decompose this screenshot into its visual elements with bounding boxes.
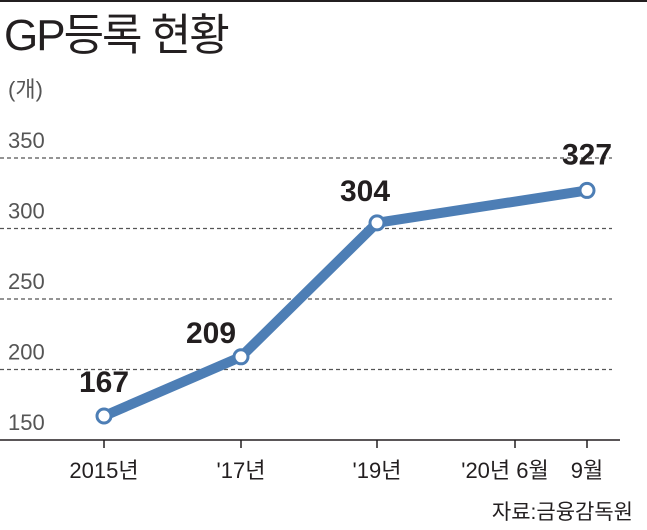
y-tick-label: 150 (8, 410, 45, 435)
data-label: 167 (79, 366, 129, 399)
data-point (232, 348, 250, 366)
y-tick-labels: 350 300 250 200 150 (8, 128, 45, 435)
top-rule (0, 0, 647, 2)
data-point (95, 407, 113, 425)
y-tick-label: 350 (8, 128, 45, 153)
data-point (368, 214, 386, 232)
x-axis: 2015년 '17년 '19년 '20년 6월 9월 (0, 439, 620, 483)
chart-title: GP등록 현황 (4, 11, 230, 60)
y-tick-label: 250 (8, 269, 45, 294)
y-unit-label: (개) (8, 77, 43, 102)
data-label: 327 (562, 138, 612, 171)
data-label: 209 (186, 317, 236, 350)
y-tick-label: 300 (8, 199, 45, 224)
data-label: 304 (340, 175, 390, 208)
line-chart: 350 300 250 200 150 2015년 '17년 '19년 '20년 6월 9월 1… (0, 128, 620, 483)
data-labels: 167 209 304 327 (79, 138, 612, 399)
x-tick-label: 2015년 (69, 458, 138, 483)
data-point (578, 181, 596, 199)
data-points (95, 181, 596, 425)
x-tick-label: '20년 6월 (461, 458, 549, 483)
y-tick-label: 200 (8, 340, 45, 365)
x-tick-label: 9월 (571, 458, 603, 483)
x-tick-label: '19년 (353, 458, 402, 483)
series-line (99, 185, 592, 422)
source-note: 자료:금융감독원 (491, 501, 633, 524)
x-tick-label: '17년 (217, 458, 266, 483)
grid-lines (0, 157, 612, 371)
series-line-path (99, 185, 592, 422)
